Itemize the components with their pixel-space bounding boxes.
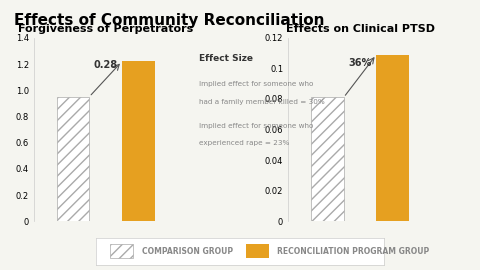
Text: experienced rape = 23%: experienced rape = 23% [199,140,289,146]
Title: Effects on Clinical PTSD: Effects on Clinical PTSD [286,24,434,34]
Text: COMPARISON GROUP: COMPARISON GROUP [142,247,233,256]
Bar [311,97,344,221]
Text: 0.28: 0.28 [94,60,118,70]
Text: Effect Size: Effect Size [199,54,253,63]
Bar [376,55,409,221]
Title: Forgiveness of Perpetrators: Forgiveness of Perpetrators [18,24,193,34]
FancyBboxPatch shape [246,244,269,258]
Bar [57,97,89,221]
Text: had a family member killed = 30%: had a family member killed = 30% [199,99,325,104]
Bar [122,61,155,221]
FancyBboxPatch shape [110,244,133,258]
Text: RECONCILIATION PROGRAM GROUP: RECONCILIATION PROGRAM GROUP [277,247,430,256]
Text: Implied effect for someone who: Implied effect for someone who [199,81,313,87]
Text: Implied effect for someone who: Implied effect for someone who [199,123,313,129]
Text: 36%: 36% [348,58,372,68]
Text: Effects of Community Reconciliation: Effects of Community Reconciliation [14,14,325,29]
